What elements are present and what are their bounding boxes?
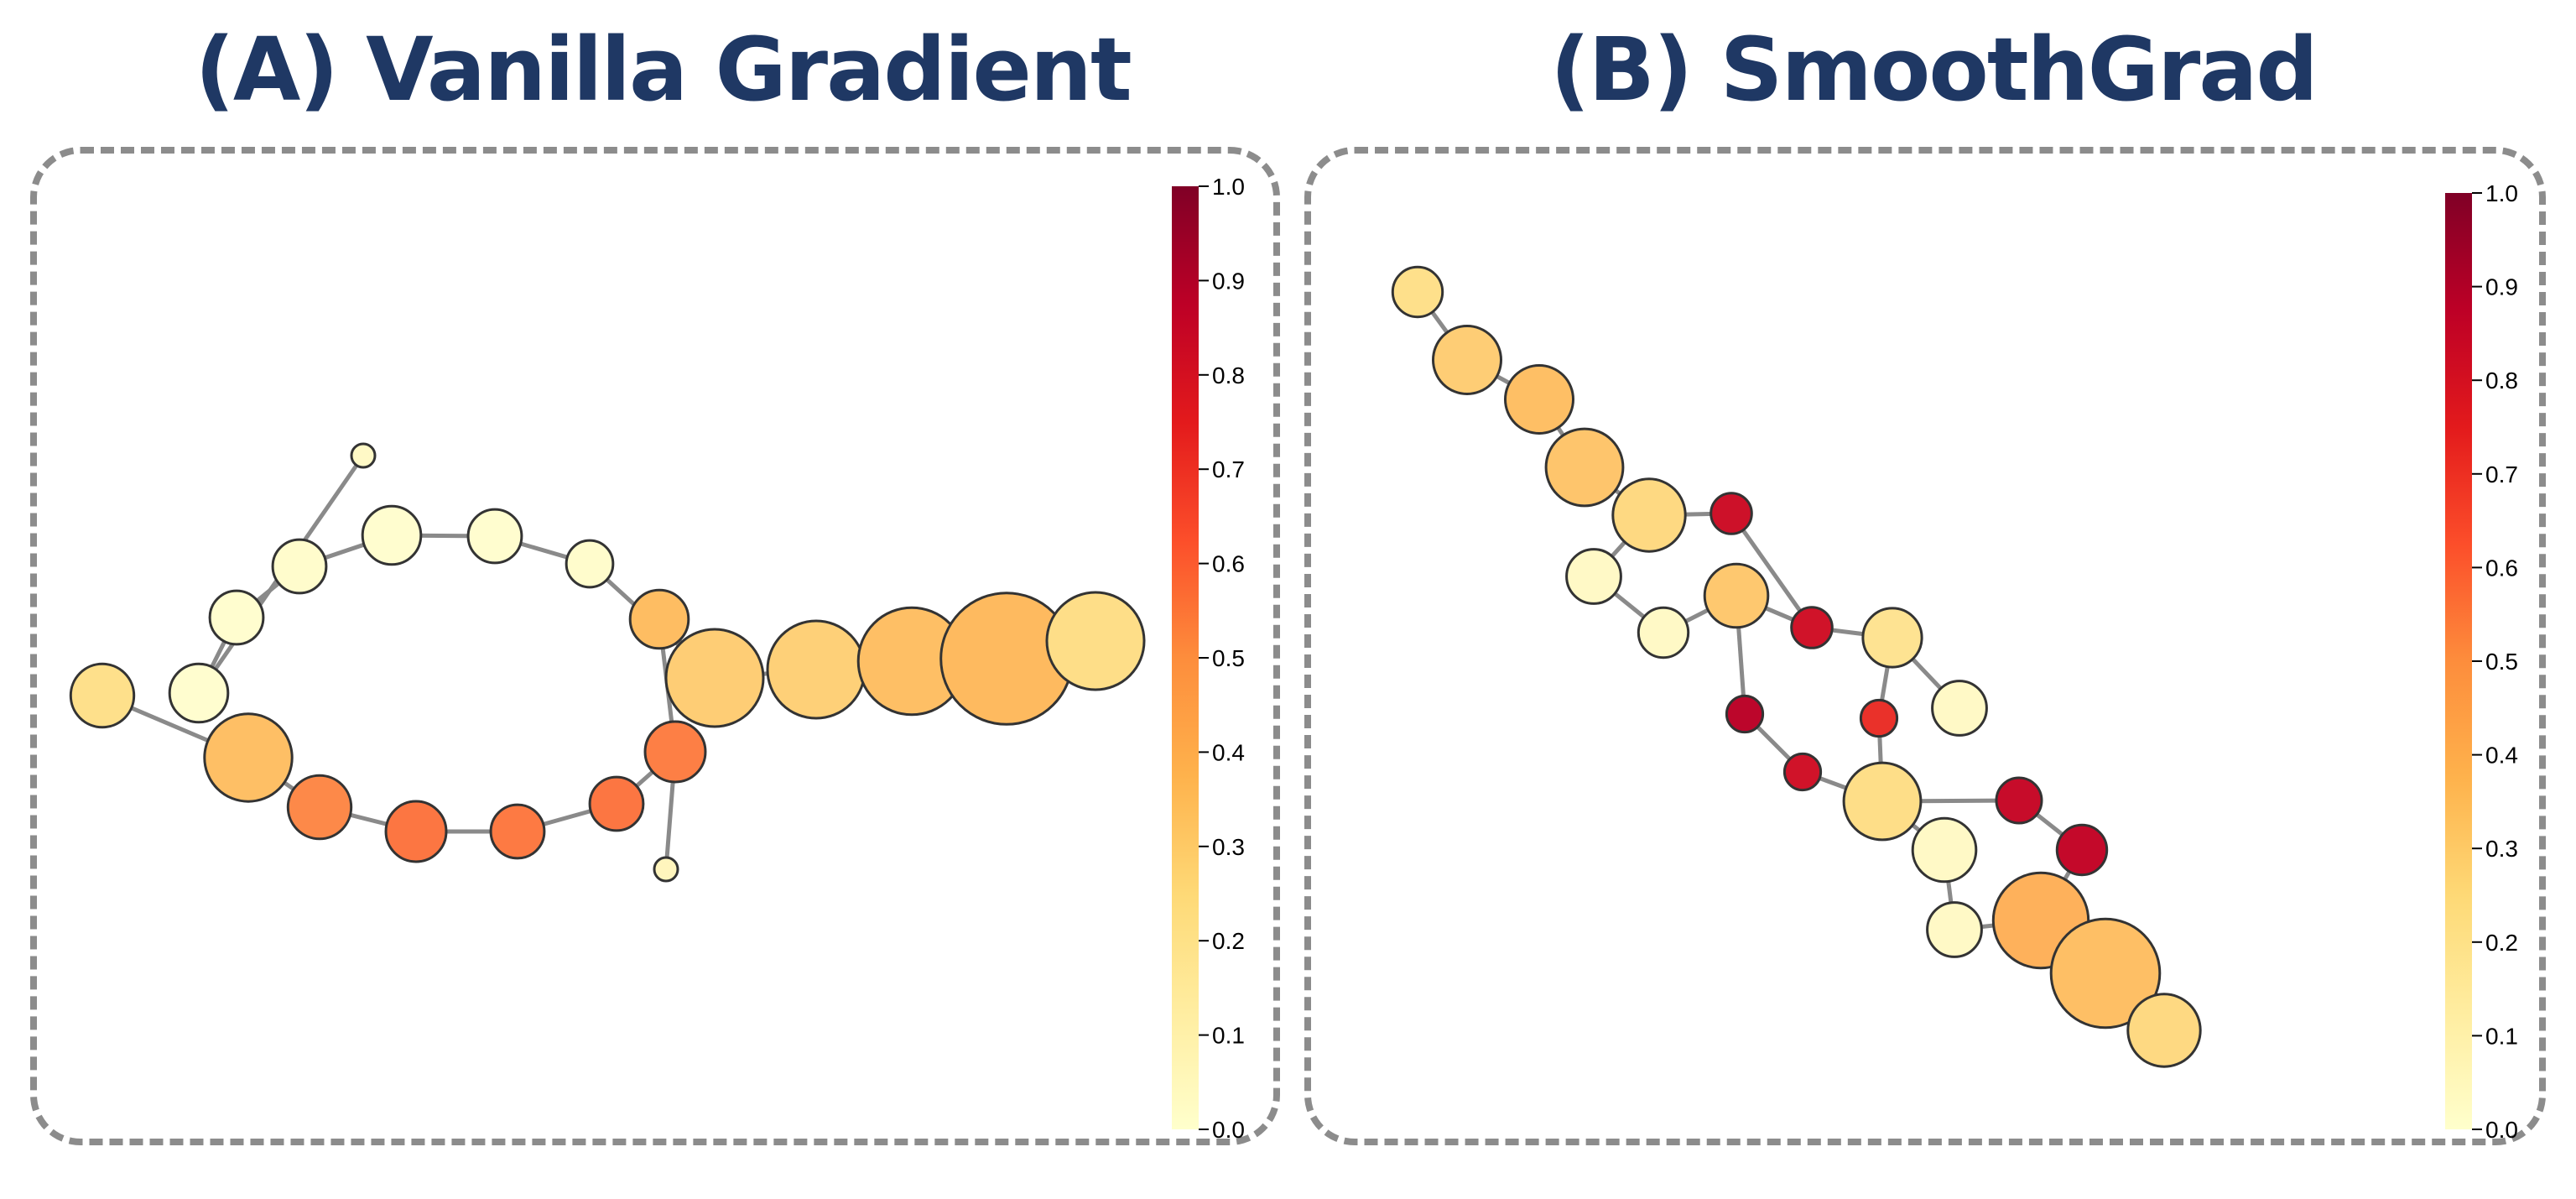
panel-a-node-1 xyxy=(168,662,230,724)
panel-b-node-12 xyxy=(1859,698,1899,738)
panel-b-frame xyxy=(1304,147,2546,1145)
panel-a-frame xyxy=(30,147,1280,1145)
panel-b-colorbar-tick-label: 0.2 xyxy=(2485,930,2518,956)
panel-a-node-17 xyxy=(766,619,866,720)
panel-b-colorbar-tick-label: 0.0 xyxy=(2485,1117,2518,1143)
panel-a-node-20 xyxy=(1045,591,1146,691)
panel-a-node-6 xyxy=(565,539,615,589)
panel-b-colorbar-tick-label: 0.8 xyxy=(2485,368,2518,394)
panel-b-node-19 xyxy=(2055,823,2109,877)
panel-b-node-15 xyxy=(1842,761,1923,842)
panel-b-colorbar-tick-label: 0.5 xyxy=(2485,649,2518,675)
panel-a-graph xyxy=(69,442,1146,883)
panel-b-node-8 xyxy=(1703,562,1770,629)
panel-b-colorbar-tick-label: 0.4 xyxy=(2485,743,2518,769)
panel-a-node-10 xyxy=(588,775,645,832)
panel-a-colorbar-tick-label: 0.0 xyxy=(1212,1117,1245,1143)
panel-b-node-2 xyxy=(1504,364,1574,435)
panel-b-node-17 xyxy=(1926,901,1983,958)
panel-b-colorbar-tick-label: 1.0 xyxy=(2485,180,2518,206)
panel-b-title: (B) SmoothGrad xyxy=(1550,18,2318,121)
panel-a-node-7 xyxy=(664,628,765,728)
panel-a-node-15 xyxy=(69,662,136,729)
panel-a-colorbar-tick-label: 0.6 xyxy=(1212,551,1245,577)
panel-a-node-11 xyxy=(489,803,546,860)
panel-b-node-6 xyxy=(1565,548,1622,605)
panel-a-colorbar-tick-label: 1.0 xyxy=(1212,174,1245,200)
panel-b-graph xyxy=(1391,265,2202,1068)
panel-a-colorbar-tick-label: 0.7 xyxy=(1212,456,1245,482)
panel-a-node-0 xyxy=(350,442,377,469)
panel-a-node-2 xyxy=(208,589,265,646)
panel-b-node-0 xyxy=(1391,265,1444,319)
panel-b-node-1 xyxy=(1432,325,1502,395)
panel-b-colorbar-tick-label: 0.6 xyxy=(2485,555,2518,581)
panel-b-colorbar-tick-label: 0.3 xyxy=(2485,836,2518,862)
panel-a-node-9 xyxy=(643,720,707,784)
panel-a-colorbar: 0.0 0.1 0.2 0.3 0.4 0.5 0.6 0.7 0.8 0.9 1.0 xyxy=(1172,174,1245,1143)
panel-a-node-12 xyxy=(384,800,448,863)
panel-a-colorbar-bar xyxy=(1172,186,1199,1129)
panel-a-node-3 xyxy=(271,538,328,595)
panel-a-colorbar-tick-label: 0.5 xyxy=(1212,645,1245,671)
panel-b-edge-5-9 xyxy=(1729,512,1814,629)
panel-b-node-3 xyxy=(1544,427,1625,508)
panel-a-node-14 xyxy=(203,712,294,803)
panel-b-node-14 xyxy=(1782,752,1823,792)
panel-a-node-13 xyxy=(286,774,353,841)
panel-b-colorbar: 0.0 0.1 0.2 0.3 0.4 0.5 0.6 0.7 0.8 0.9 1.0 xyxy=(2445,180,2518,1143)
panel-b-node-18 xyxy=(1995,776,2043,825)
panel-a-node-16 xyxy=(653,856,679,883)
panel-a-node-8 xyxy=(628,588,690,650)
panel-b-node-22 xyxy=(2126,993,2202,1068)
panel-a-colorbar-tick-label: 0.9 xyxy=(1212,268,1245,294)
panel-a-colorbar-tick-label: 0.8 xyxy=(1212,362,1245,388)
panel-a-colorbar-tick-label: 0.3 xyxy=(1212,834,1245,860)
panel-a-colorbar-tick-label: 0.1 xyxy=(1212,1023,1245,1049)
panel-b-node-4 xyxy=(1611,477,1687,553)
panel-a-node-5 xyxy=(466,508,523,565)
panel-b-node-9 xyxy=(1790,606,1834,649)
panel-b-colorbar-tick-label: 0.1 xyxy=(2485,1023,2518,1049)
panel-b-colorbar-bar xyxy=(2445,193,2472,1129)
panel-b-node-5 xyxy=(1710,492,1753,535)
panel-a-title: (A) Vanilla Gradient xyxy=(195,18,1132,121)
panel-b-node-16 xyxy=(1911,816,1978,884)
panel-b-node-21 xyxy=(2049,917,2162,1030)
panel-a-colorbar-tick-label: 0.4 xyxy=(1212,739,1245,765)
panel-b-node-10 xyxy=(1861,607,1923,669)
panel-b-colorbar-tick-label: 0.7 xyxy=(2485,461,2518,487)
panel-b-node-7 xyxy=(1637,606,1690,659)
panel-a-colorbar-tick-label: 0.2 xyxy=(1212,928,1245,954)
panel-b-node-11 xyxy=(1931,680,1988,737)
panel-b-colorbar-tick-label: 0.9 xyxy=(2485,274,2518,300)
panel-a-node-4 xyxy=(361,504,423,566)
panel-b-node-13 xyxy=(1725,694,1765,734)
